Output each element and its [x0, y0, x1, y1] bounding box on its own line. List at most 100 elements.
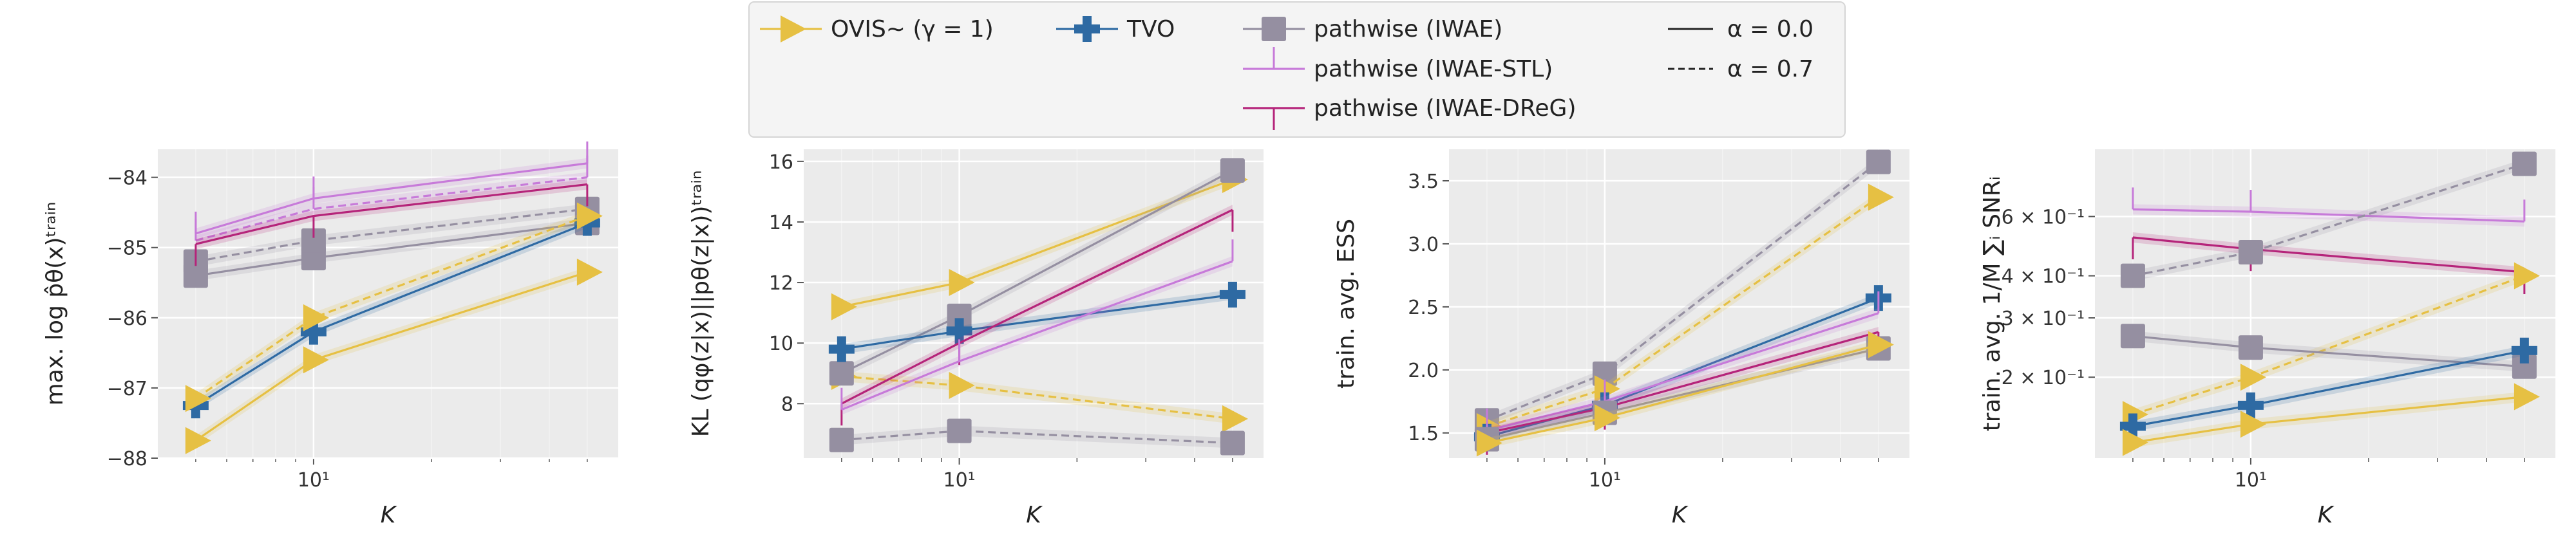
data-point: [576, 202, 603, 230]
series-iwae-alpha-0: [829, 158, 1245, 386]
series-band: [841, 425, 1233, 448]
y-tick-label: 16: [769, 151, 793, 174]
legend-label: OVIS∼ (γ = 1): [831, 16, 994, 42]
series-band: [1486, 308, 1879, 436]
y-axis-label: max. log p̂θ(x)ᵗʳᵃⁱⁿ: [42, 202, 68, 406]
data-point: [1222, 405, 1248, 432]
data-point: [1868, 183, 1894, 211]
y-tick-label: 4 × 10⁻¹: [2002, 266, 2085, 288]
panel-4: 10¹ 2 × 10⁻¹ 3 × 10⁻¹ 4 × 10⁻¹ 6 × 10⁻¹ Ktrai…: [1979, 149, 2555, 528]
legend-entry-5: α = 0.0: [1668, 16, 1814, 42]
y-axis-label: train. avg. 1/M ∑ᵢ SNRᵢ: [1979, 176, 2005, 432]
y-tick-label: 2 × 10⁻¹: [2002, 367, 2085, 389]
legend-label: TVO: [1126, 16, 1175, 42]
series-dreg-alpha-0: [194, 179, 589, 266]
y-tick-label: −85: [107, 237, 147, 260]
data-point: [829, 361, 854, 386]
y-tick-label: 6 × 10⁻¹: [2002, 206, 2085, 228]
series-band: [1486, 339, 1879, 448]
series-line: [2132, 163, 2525, 277]
series-band: [841, 289, 1233, 355]
data-point: [576, 258, 603, 286]
data-point: [2240, 364, 2266, 391]
x-tick-label: 10¹: [2235, 469, 2267, 492]
series-line: [195, 183, 588, 245]
series-ovis-alpha-0: [2122, 383, 2540, 456]
plot-area: [1449, 149, 1909, 458]
series-band: [2132, 345, 2524, 432]
legend-label: pathwise (IWAE): [1314, 16, 1502, 42]
series-band: [195, 172, 587, 246]
series-line: [194, 215, 588, 400]
legend-entry-6: α = 0.7: [1668, 56, 1814, 82]
y-tick-label: 12: [769, 272, 793, 295]
x-tick-label: 10¹: [298, 469, 330, 492]
series-band: [841, 256, 1233, 415]
x-axis-label: K: [381, 502, 397, 528]
data-point: [2120, 263, 2145, 288]
series-ovis-alpha-0.7: [185, 202, 603, 412]
series-band: [2132, 270, 2524, 420]
legend-marker: [1262, 17, 1286, 41]
data-point: [303, 304, 329, 331]
legend-label: pathwise (IWAE-STL): [1314, 56, 1553, 82]
x-tick-label: 10¹: [1589, 469, 1621, 492]
series-band: [1486, 327, 1879, 438]
series-band: [2132, 331, 2524, 372]
data-point: [2237, 392, 2264, 418]
data-point: [949, 269, 975, 297]
legend-entry-2: pathwise (IWAE): [1243, 16, 1502, 42]
data-point: [2512, 151, 2537, 176]
data-point: [2514, 383, 2540, 411]
y-tick-label: 3 × 10⁻¹: [2002, 308, 2085, 330]
series-band: [195, 158, 587, 239]
legend-entry-0: OVIS∼ (γ = 1): [760, 15, 994, 42]
legend-entry-1: TVO: [1056, 16, 1175, 42]
series-stl-alpha-0.7: [194, 155, 589, 246]
y-axis-label: train. avg. ESS: [1333, 219, 1359, 389]
data-point: [2240, 411, 2266, 438]
series-iwae-alpha-0.7: [2120, 151, 2537, 288]
data-point: [946, 318, 972, 344]
y-tick-label: 10: [769, 333, 793, 355]
legend-entry-3: pathwise (IWAE-STL): [1243, 47, 1553, 82]
y-tick-label: −87: [107, 378, 147, 400]
x-axis-label: K: [1672, 502, 1689, 528]
data-point: [1220, 158, 1245, 183]
legend-label: pathwise (IWAE-DReG): [1314, 95, 1577, 122]
y-tick-label: −84: [107, 167, 147, 190]
plot-area: [2095, 149, 2555, 458]
series-tvo-alpha-0: [828, 281, 1245, 362]
y-tick-label: 2.0: [1408, 360, 1439, 382]
y-tick-label: −88: [107, 448, 147, 470]
series-tvo-alpha-0: [2119, 337, 2537, 439]
data-point: [2122, 429, 2148, 456]
data-point: [828, 336, 855, 362]
series-line: [841, 375, 1233, 420]
data-point: [2120, 324, 2145, 349]
series-stl-alpha-0: [2132, 187, 2526, 227]
panel-2: 10¹ 8 10 12 14 16 K KL (qφ(z|x)||pθ(z|x))ᵗʳᵃⁱⁿ: [688, 149, 1264, 528]
series-stl-alpha-0: [840, 239, 1234, 415]
data-point: [2512, 354, 2537, 379]
data-point: [949, 372, 975, 400]
data-point: [1594, 404, 1620, 432]
data-point: [1220, 430, 1245, 456]
series-line: [841, 429, 1233, 445]
series-band: [195, 179, 587, 250]
data-point: [2514, 262, 2540, 290]
series-ovis-alpha-0: [1476, 331, 1894, 457]
series-iwae-alpha-0.7: [829, 418, 1245, 456]
y-tick-label: 3.5: [1408, 171, 1439, 193]
data-point: [185, 427, 211, 454]
series-line: [195, 208, 588, 263]
data-point: [1868, 331, 1894, 358]
data-point: [831, 293, 857, 320]
y-tick-label: 1.5: [1408, 423, 1439, 445]
data-point: [2238, 335, 2263, 360]
y-tick-label: 8: [781, 393, 793, 416]
data-point: [947, 303, 972, 328]
